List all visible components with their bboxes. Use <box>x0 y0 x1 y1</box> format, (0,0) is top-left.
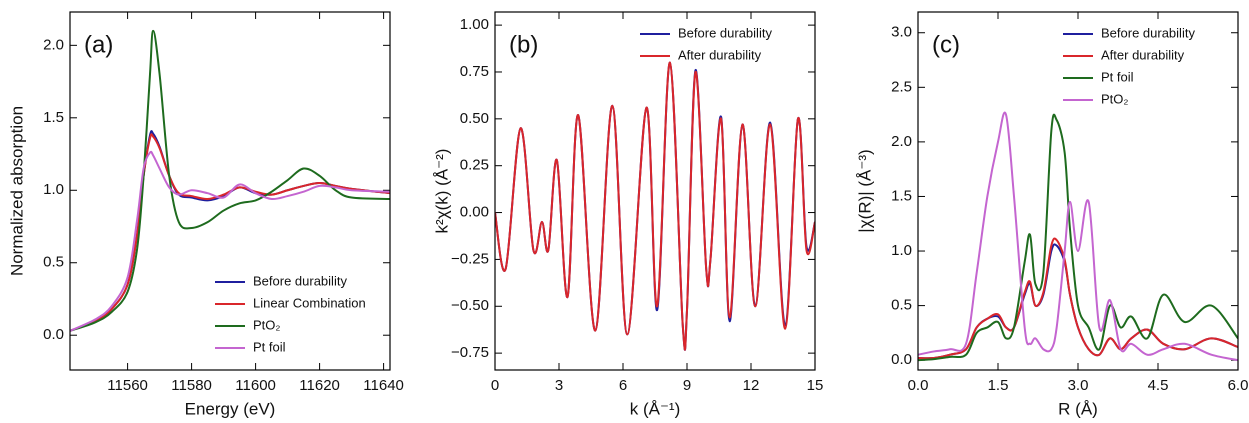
y-axis-label: Normalized absorption <box>7 106 26 276</box>
x-tick-label: 0 <box>491 377 499 394</box>
panel-label: (b) <box>509 31 538 58</box>
x-axis-label: k (Å⁻¹) <box>630 399 681 418</box>
legend-label: Pt foil <box>253 339 286 354</box>
y-axis-label: |χ(R)| (Å⁻³) <box>855 149 874 232</box>
x-tick-label: 11580 <box>171 377 212 394</box>
y-tick-label: −0.75 <box>451 344 489 361</box>
series-line <box>70 29 390 332</box>
plot-frame <box>917 11 1239 371</box>
legend-label: Before durability <box>253 273 347 288</box>
y-tick-label: 1.00 <box>460 16 489 33</box>
x-tick-label: 15 <box>807 377 824 394</box>
plot-frame <box>494 11 816 371</box>
legend-label: Before durability <box>678 25 772 40</box>
plot-frame <box>69 11 391 371</box>
x-axis-label: R (Å) <box>1058 399 1098 418</box>
legend-label: PtO₂ <box>253 317 280 332</box>
x-tick-label: 6.0 <box>1228 377 1249 394</box>
x-tick-label: 4.5 <box>1148 377 1169 394</box>
y-axis-label: k²χ(k) (Å⁻²) <box>432 149 451 234</box>
legend-label: PtO₂ <box>1101 91 1128 106</box>
x-tick-label: 12 <box>743 377 760 394</box>
y-tick-label: −0.50 <box>451 297 489 314</box>
y-tick-label: 0.0 <box>43 326 64 343</box>
y-tick-label: 0.0 <box>891 351 912 368</box>
x-tick-label: 0.0 <box>908 377 929 394</box>
y-tick-label: 1.5 <box>43 109 64 126</box>
y-tick-label: 0.75 <box>460 63 489 80</box>
series-line <box>918 113 1238 362</box>
legend-label: Linear Combination <box>253 295 366 310</box>
x-tick-label: 6 <box>619 377 627 394</box>
panel-label: (c) <box>932 31 960 58</box>
y-tick-label: 1.0 <box>891 242 912 259</box>
x-tick-label: 9 <box>683 377 691 394</box>
x-tick-label: 11560 <box>107 377 148 394</box>
x-tick-label: 11600 <box>235 377 276 394</box>
x-axis-label: Energy (eV) <box>185 399 276 418</box>
y-tick-label: 0.25 <box>460 157 489 174</box>
legend-label: After durability <box>678 47 762 62</box>
y-tick-label: 1.5 <box>891 187 912 204</box>
series-line <box>495 61 815 351</box>
x-tick-label: 1.5 <box>988 377 1009 394</box>
y-tick-label: 2.5 <box>891 78 912 95</box>
y-tick-label: 2.0 <box>43 36 64 53</box>
y-tick-label: 0.5 <box>43 254 64 271</box>
y-tick-label: 2.0 <box>891 133 912 150</box>
series-line <box>70 133 390 332</box>
x-tick-label: 3 <box>555 377 563 394</box>
series-line <box>918 237 1238 360</box>
y-tick-label: 0.5 <box>891 297 912 314</box>
series-line <box>918 111 1238 362</box>
panel-label: (a) <box>84 31 113 58</box>
legend-label: Pt foil <box>1101 69 1134 84</box>
y-tick-label: 0.00 <box>460 204 489 221</box>
series-line <box>70 150 390 332</box>
y-tick-label: 1.0 <box>43 181 64 198</box>
legend-label: Before durability <box>1101 25 1195 40</box>
x-tick-label: 11640 <box>363 377 404 394</box>
series-line <box>495 61 815 351</box>
legend-label: After durability <box>1101 47 1185 62</box>
y-tick-label: 3.0 <box>891 24 912 41</box>
x-tick-label: 11620 <box>299 377 340 394</box>
y-tick-label: −0.25 <box>451 250 489 267</box>
x-tick-label: 3.0 <box>1068 377 1089 394</box>
y-tick-label: 0.50 <box>460 110 489 127</box>
